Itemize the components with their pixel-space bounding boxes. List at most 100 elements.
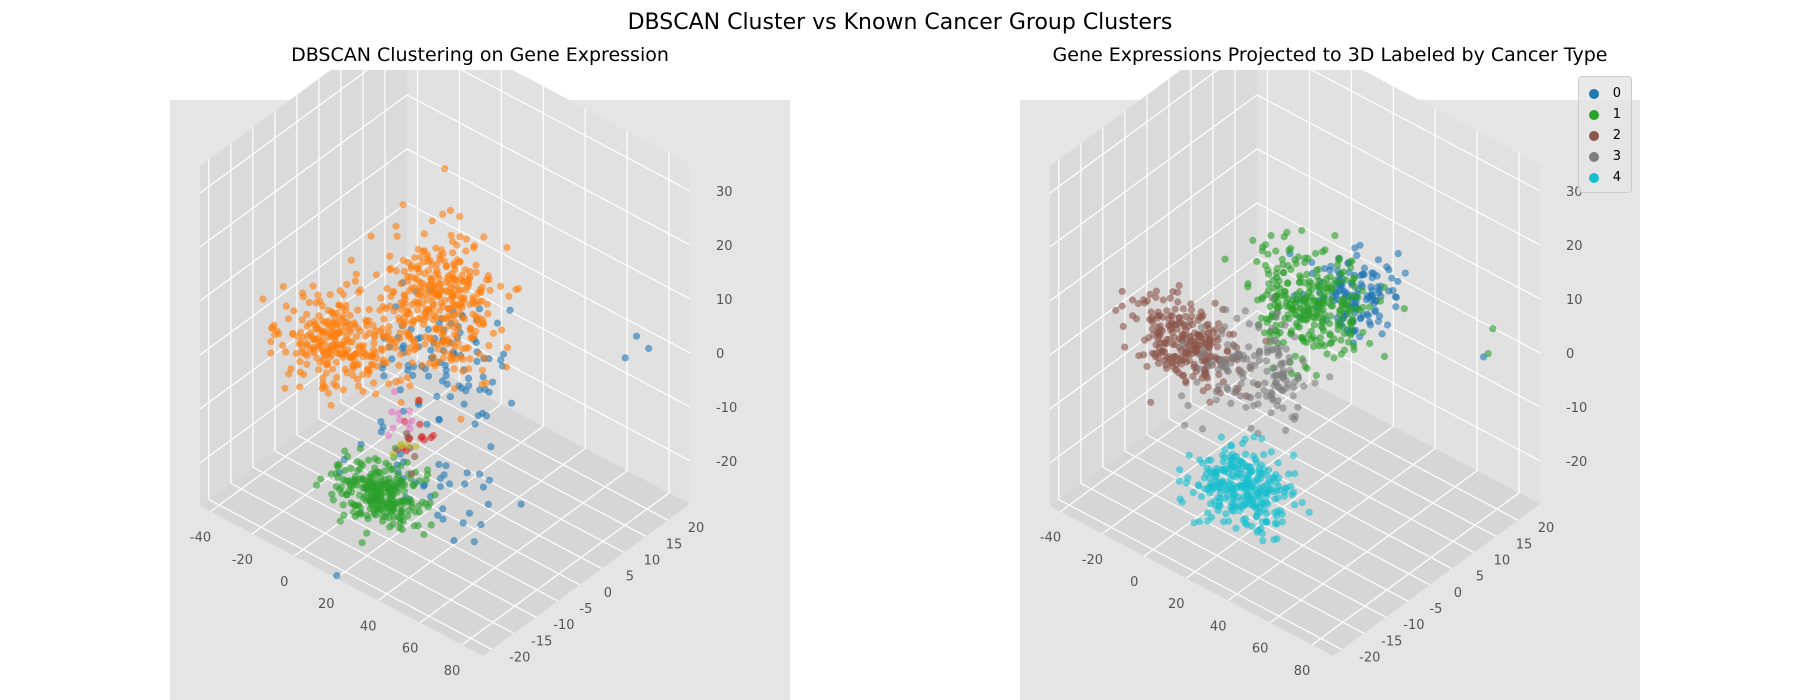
data-point xyxy=(1263,344,1271,352)
data-point xyxy=(1212,396,1220,404)
data-point xyxy=(1262,261,1270,269)
y-tick-label: 10 xyxy=(1494,554,1511,569)
legend-label: 4 xyxy=(1612,170,1621,185)
data-point xyxy=(458,314,466,322)
data-point xyxy=(485,275,493,284)
data-point xyxy=(1119,322,1127,330)
z-tick-label: -10 xyxy=(1566,401,1587,416)
data-point xyxy=(314,291,322,299)
data-point xyxy=(1340,268,1348,276)
data-point xyxy=(1190,519,1198,527)
data-point xyxy=(1145,334,1153,342)
data-point xyxy=(1264,500,1272,508)
data-point xyxy=(372,390,380,398)
data-point xyxy=(440,257,448,265)
data-point xyxy=(1303,270,1311,278)
data-point xyxy=(1350,342,1358,350)
data-point xyxy=(1287,244,1295,252)
data-point xyxy=(1184,401,1192,410)
data-point xyxy=(1378,330,1386,338)
data-point xyxy=(442,462,450,470)
y-tick-label: 15 xyxy=(666,537,683,552)
data-point xyxy=(452,355,460,363)
data-point xyxy=(1233,314,1241,322)
data-point xyxy=(1134,300,1142,308)
cancer-type-panel: Gene Expressions Projected to 3D Labeled… xyxy=(1020,40,1640,700)
data-point xyxy=(1349,305,1357,313)
data-point xyxy=(455,287,463,295)
data-point xyxy=(363,512,371,520)
data-point xyxy=(437,246,445,254)
data-point xyxy=(408,262,416,270)
data-point xyxy=(420,482,428,490)
data-point xyxy=(1118,287,1126,295)
data-point xyxy=(1280,269,1288,277)
data-point xyxy=(1310,342,1318,350)
data-point xyxy=(1394,277,1402,285)
data-point xyxy=(391,388,399,396)
x-gridline xyxy=(419,470,628,624)
data-point xyxy=(339,291,347,299)
data-point xyxy=(1188,312,1196,320)
data-point xyxy=(1277,361,1285,369)
data-point xyxy=(1284,380,1292,388)
dbscan-panel: DBSCAN Clustering on Gene Expression -40… xyxy=(170,40,790,700)
data-point xyxy=(460,296,468,304)
data-point xyxy=(302,339,311,348)
data-point xyxy=(1213,343,1221,351)
data-point xyxy=(378,346,386,355)
data-point xyxy=(1121,343,1129,351)
data-point xyxy=(380,356,388,364)
data-point xyxy=(458,345,466,353)
data-point xyxy=(482,379,490,387)
data-point xyxy=(410,522,418,530)
data-point xyxy=(1274,494,1282,502)
data-point xyxy=(1342,301,1350,309)
data-point xyxy=(1365,318,1373,326)
data-point xyxy=(1274,459,1282,467)
data-point xyxy=(399,201,407,209)
data-point xyxy=(324,389,332,397)
data-point xyxy=(1284,311,1292,319)
y-tick-label: 0 xyxy=(604,586,612,601)
data-point xyxy=(333,382,341,390)
data-point xyxy=(1291,412,1300,420)
data-point xyxy=(420,247,428,255)
data-point xyxy=(358,539,366,547)
data-point xyxy=(386,523,394,531)
data-point xyxy=(621,354,629,362)
data-point xyxy=(436,474,444,483)
data-point xyxy=(432,244,440,252)
data-point xyxy=(1286,366,1294,374)
data-point xyxy=(1287,265,1295,273)
data-point xyxy=(475,350,483,358)
data-point xyxy=(365,496,373,504)
data-point xyxy=(1143,362,1151,371)
data-point xyxy=(381,513,390,521)
y-gridline xyxy=(1168,418,1453,570)
data-point xyxy=(645,344,653,352)
data-point xyxy=(296,383,304,391)
data-point xyxy=(484,500,492,508)
data-point xyxy=(1320,265,1329,273)
data-point xyxy=(440,348,448,356)
legend-item: 2 xyxy=(1588,125,1621,146)
data-point xyxy=(1253,257,1261,265)
data-point xyxy=(1152,287,1160,295)
data-point xyxy=(420,530,428,539)
data-point xyxy=(1252,513,1260,521)
legend-label: 2 xyxy=(1612,128,1621,143)
data-point xyxy=(498,326,506,334)
data-point xyxy=(449,249,457,257)
data-point xyxy=(1273,308,1281,316)
data-point xyxy=(370,510,378,518)
data-point xyxy=(285,370,293,378)
legend-label: 3 xyxy=(1612,149,1621,164)
data-point xyxy=(1380,352,1389,360)
data-point xyxy=(1264,250,1272,258)
data-point xyxy=(1295,278,1303,286)
data-point xyxy=(450,365,458,373)
data-point xyxy=(1174,298,1182,306)
data-point xyxy=(282,302,290,310)
data-point xyxy=(433,266,441,274)
